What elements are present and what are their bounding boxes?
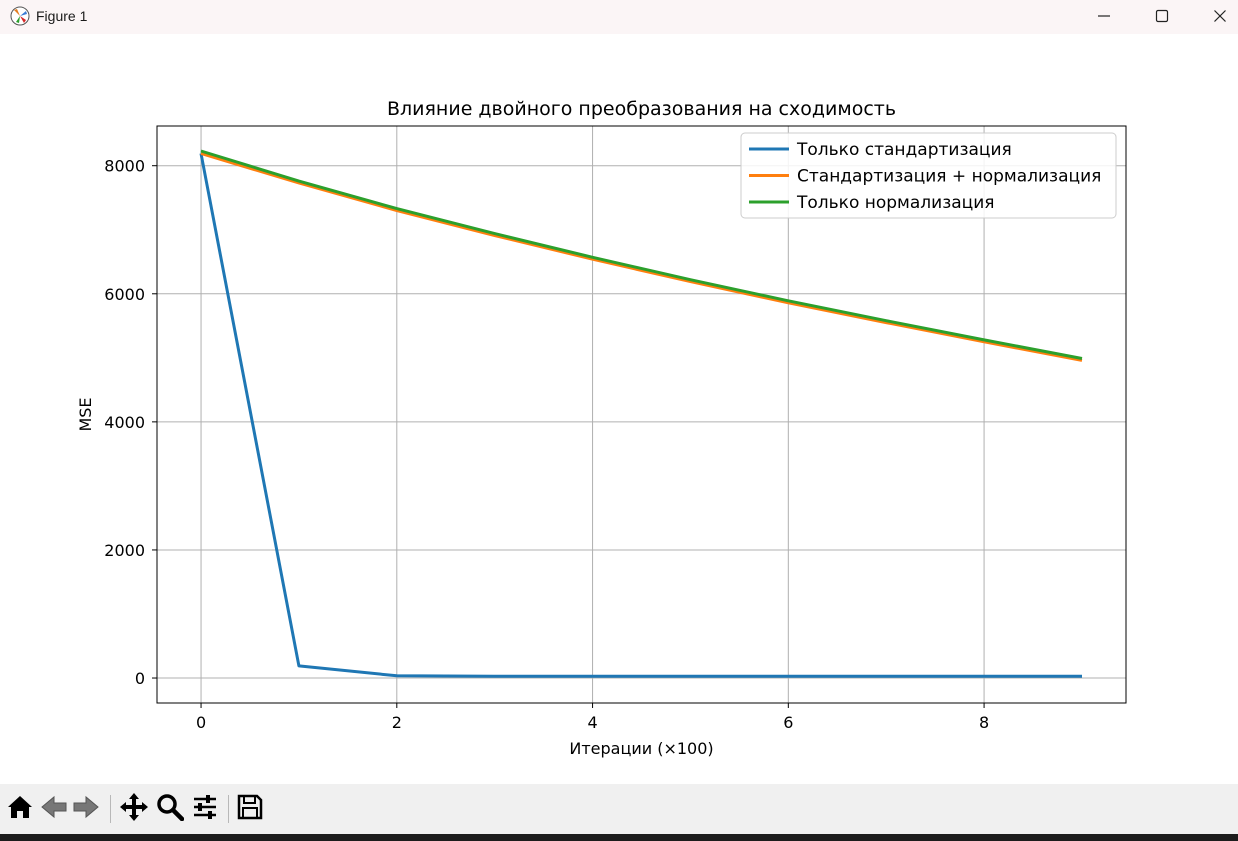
forward-button[interactable] — [70, 793, 102, 825]
legend-label: Только стандартизация — [796, 140, 1012, 160]
x-tick-label: 4 — [587, 713, 597, 732]
grid — [157, 126, 1126, 703]
series-layer — [199, 149, 1083, 678]
title-bar[interactable]: Figure 1 — [0, 0, 1238, 34]
x-tick-label: 8 — [979, 713, 989, 732]
close-icon — [1213, 8, 1227, 27]
navigation-toolbar — [0, 784, 1238, 834]
axes-frame — [156, 125, 1127, 704]
configure-subplots-button[interactable] — [189, 793, 221, 825]
home-button[interactable] — [4, 793, 36, 825]
y-axis-label: MSE — [76, 397, 95, 431]
figure-canvas[interactable]: 0 2 4 6 8 0 2000 4000 6000 8000 Влияние двойного … — [0, 34, 1238, 784]
arrow-left-icon — [40, 793, 68, 825]
line-chart: 0 2 4 6 8 0 2000 4000 6000 8000 Влияние двойного … — [76, 98, 1127, 758]
maximize-icon — [1155, 8, 1169, 27]
pan-button[interactable] — [118, 793, 150, 825]
toolbar-separator — [110, 795, 111, 823]
toolbar-separator — [228, 795, 229, 823]
x-axis-label: Итерации (×100) — [569, 739, 713, 758]
zoom-button[interactable] — [154, 793, 186, 825]
legend-box — [740, 132, 1117, 219]
arrow-right-icon — [72, 793, 100, 825]
x-tick-label: 6 — [783, 713, 793, 732]
y-tick-label: 4000 — [104, 413, 145, 432]
close-button[interactable] — [1191, 0, 1238, 34]
back-button[interactable] — [38, 793, 70, 825]
matplotlib-icon — [10, 6, 30, 26]
window-title: Figure 1 — [36, 8, 88, 24]
minimize-button[interactable] — [1075, 0, 1133, 34]
floppy-disk-icon — [236, 793, 264, 825]
save-button[interactable] — [234, 793, 266, 825]
magnifier-icon — [156, 793, 185, 825]
y-tick-label: 8000 — [104, 157, 145, 176]
legend-label: Стандартизация + нормализация — [797, 167, 1101, 187]
y-tick-label: 2000 — [104, 541, 145, 560]
sliders-icon — [191, 793, 219, 825]
home-icon — [6, 793, 34, 825]
ticks: 0 2 4 6 8 0 2000 4000 6000 8000 — [104, 157, 989, 732]
legend: Только стандартизация Стандартизация + но… — [740, 132, 1117, 219]
y-tick-label: 6000 — [104, 285, 145, 304]
move-icon — [119, 792, 149, 826]
series-line-2 — [200, 152, 1083, 362]
minimize-icon — [1097, 8, 1111, 27]
maximize-button[interactable] — [1133, 0, 1191, 34]
x-tick-label: 0 — [196, 713, 206, 732]
series-line-1 — [199, 153, 1082, 678]
desktop-background — [0, 834, 1238, 841]
series-line-3 — [200, 149, 1083, 360]
legend-label: Только нормализация — [796, 193, 995, 213]
y-tick-label: 0 — [135, 669, 145, 688]
chart-title: Влияние двойного преобразования на сходи… — [387, 98, 896, 120]
x-tick-label: 2 — [392, 713, 402, 732]
